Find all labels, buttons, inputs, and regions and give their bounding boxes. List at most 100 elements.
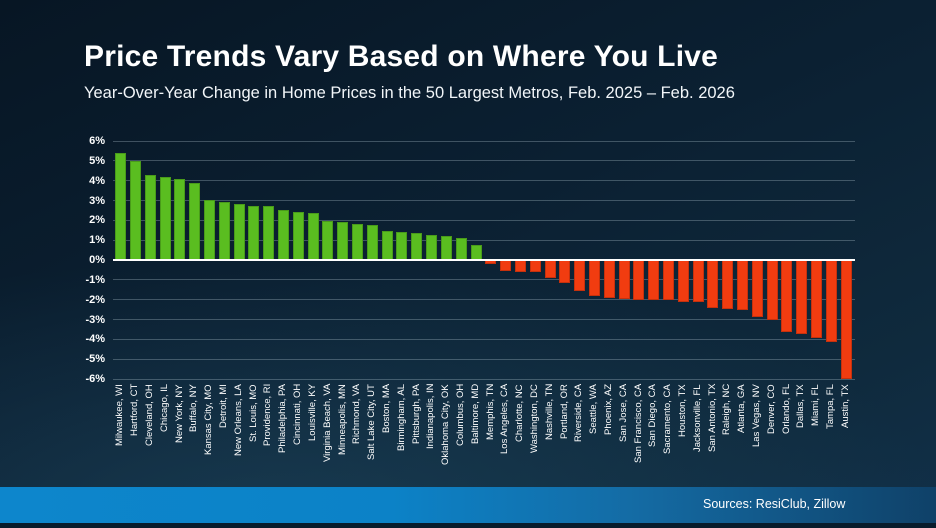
x-axis-label: New York, NY: [173, 384, 185, 443]
chart-bar: [825, 260, 837, 343]
x-axis-label: Washington, DC: [528, 384, 540, 453]
chart-bar: [500, 260, 512, 271]
y-axis-label: -3%: [85, 313, 105, 326]
x-axis-label: Indianapolis, IN: [425, 384, 437, 450]
chart-bar: [677, 260, 689, 302]
y-axis-label: 4%: [89, 174, 105, 187]
gridline: [113, 378, 855, 380]
chart-bar: [648, 260, 660, 300]
x-axis-label: Jacksonville, FL: [691, 384, 703, 452]
gridline: [113, 160, 855, 162]
x-axis-label: Raleigh, NC: [721, 384, 733, 436]
x-axis-label: Phoenix, AZ: [602, 384, 614, 436]
y-axis-label: 3%: [89, 194, 105, 207]
chart-bar: [130, 160, 141, 260]
x-axis-label: Chicago, IL: [158, 384, 170, 433]
x-axis-label: Memphis, TN: [484, 384, 496, 441]
y-axis-label: 1%: [89, 234, 105, 247]
chart-bar: [440, 236, 452, 260]
x-axis-label: Charlotte, NC: [514, 384, 526, 442]
y-axis-label: 5%: [89, 154, 105, 167]
x-axis-label: Orlando, FL: [780, 384, 792, 435]
chart-bar: [692, 260, 704, 302]
chart-bar: [307, 213, 319, 260]
chart-bar: [544, 260, 556, 278]
x-axis-label: San Antonio, TX: [706, 384, 718, 453]
x-axis-label: Portland, OR: [558, 384, 570, 439]
x-axis-label: Las Vegas, NV: [751, 384, 763, 447]
x-axis-label: Houston, TX: [677, 384, 689, 437]
x-axis-label: Dallas, TX: [795, 384, 807, 428]
y-axis-label: -1%: [85, 273, 105, 286]
x-axis-label: Atlanta, GA: [736, 384, 748, 433]
chart-bar: [781, 260, 793, 333]
chart-bar: [426, 235, 438, 260]
x-axis-label: San Jose, CA: [617, 384, 629, 443]
x-axis-label: Baltimore, MD: [469, 384, 481, 445]
x-axis-label: Pittsburgh, PA: [410, 384, 422, 445]
chart-bar: [337, 222, 349, 260]
x-axis-label: Sacramento, CA: [662, 384, 674, 454]
gridline: [113, 279, 855, 281]
chart-bar: [529, 260, 541, 272]
chart-bar: [204, 199, 216, 260]
y-axis-label: -5%: [85, 353, 105, 366]
source-credit: Sources: ResiClub, Zillow: [703, 497, 846, 511]
x-axis-label: Milwaukee, WI: [114, 384, 126, 446]
chart-bar: [603, 260, 615, 298]
x-axis-label: Virginia Beach, VA: [321, 384, 333, 463]
page-subtitle: Year-Over-Year Change in Home Prices in …: [84, 84, 735, 102]
chart-bar: [840, 260, 852, 379]
gridline: [113, 299, 855, 301]
x-axis-label: Nashville, TN: [543, 384, 555, 441]
chart-bar: [174, 178, 186, 260]
chart-bar: [559, 260, 571, 283]
chart-bar: [618, 260, 630, 299]
chart-bar: [707, 260, 719, 308]
y-axis-label: -6%: [85, 373, 105, 385]
chart-bar: [233, 204, 245, 260]
x-axis-label: Detroit, MI: [218, 384, 230, 428]
chart-bar: [796, 260, 808, 335]
x-axis-label: Denver, CO: [765, 384, 777, 434]
chart-bar: [115, 152, 127, 260]
chart-bar: [218, 202, 230, 260]
x-axis-label: Birmingham, AL: [395, 384, 407, 452]
chart-bar: [485, 260, 497, 264]
chart-bar: [411, 233, 423, 260]
chart-bar: [751, 260, 763, 317]
chart-bar: [736, 260, 748, 310]
gridline: [113, 219, 855, 221]
chart-bar: [470, 245, 482, 260]
chart-bar: [381, 231, 393, 260]
footer-bar: Sources: ResiClub, Zillow: [0, 487, 936, 523]
gridline: [113, 358, 855, 360]
gridline: [113, 180, 855, 182]
chart-bar: [811, 260, 822, 339]
chart-bar: [722, 260, 734, 309]
x-axis-label: Columbus, OH: [454, 384, 466, 447]
y-axis-label: -4%: [85, 333, 105, 346]
x-axis-label: Buffalo, NY: [188, 384, 200, 432]
x-axis-label: Cleveland, OH: [144, 384, 156, 446]
bottom-edge-strip: [0, 523, 936, 528]
chart-bar: [322, 221, 334, 260]
gridline: [113, 338, 855, 340]
chart-bar: [352, 224, 364, 260]
chart-bar: [766, 260, 778, 321]
chart-bar: [366, 225, 378, 260]
x-axis-label: Seattle, WA: [588, 384, 600, 434]
chart-bar: [248, 206, 260, 260]
x-axis-label: San Diego, CA: [647, 384, 659, 447]
x-axis-label: Miami, FL: [810, 384, 822, 426]
chart-bar: [588, 260, 600, 296]
gridline: [113, 319, 855, 320]
x-axis-label: Cincinnati, OH: [292, 384, 304, 446]
x-axis-label: New Orleans, LA: [232, 384, 244, 456]
x-axis-label: Salt Lake City, UT: [366, 384, 378, 460]
gridline: [113, 239, 855, 241]
x-axis-label: Providence, RI: [262, 384, 274, 447]
x-axis-label: Oklahoma City, OK: [440, 384, 452, 465]
chart-bar: [633, 260, 645, 300]
